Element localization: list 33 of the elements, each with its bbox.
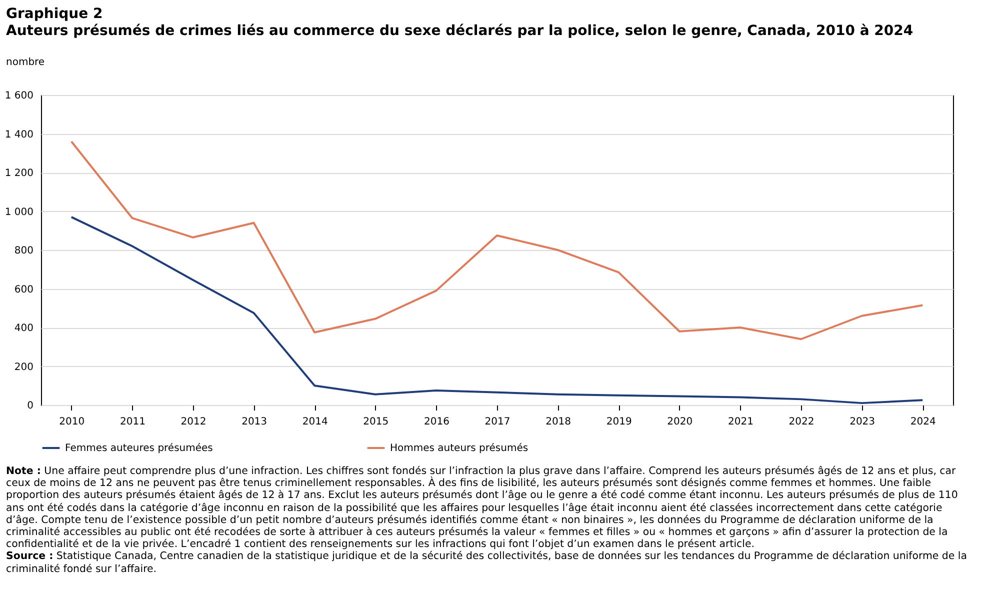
legend-label: Hommes auteurs présumés	[390, 443, 528, 454]
y-tick-label: 1 200	[4, 168, 34, 179]
x-tick-label: 2012	[180, 416, 206, 428]
y-tick-label: 1 400	[4, 129, 34, 140]
y-tick-label: 0	[27, 400, 34, 412]
y-tick-label: 1 000	[4, 206, 34, 218]
x-tick-label: 2014	[302, 416, 328, 428]
x-tick-label: 2019	[606, 416, 632, 428]
y-tick-label: 800	[14, 246, 34, 256]
x-tick-label: 2023	[850, 416, 876, 428]
text: Note : Une affaire peut comprendre plus d’une infraction. Les chiffres sont fondés sur l’infraction la plus grave dans l’affaire. Comprend les auteurs présumés âgés de 12 ans et plus, car ceux de moins de 12 ans ne peuvent pas être tenus criminellement responsables. À des fins de lisibilité, les auteurs présumés sont désignés comme femmes et hommes. Une faible proportion des auteurs présumés étaient âgés de 12 à 17 ans. Exclut les auteurs présumés dont l’âge ou le genre a été codé comme étant inconnu. Les auteurs présumés de plus de 110 ans ont été codés dans la catégorie d’âge inconnu en raison de la possibilité que les affaires pour lesquelles l’âge était inconnu aient été classées incorrectement dans cette catégorie d’âge. Compte tenu de l’existence possible d’un petit nombre d’auteurs présumés identifiés comme étant « non binaires », les données du Programme de déclaration uniforme de la criminalité accessibles au public ont été recodées de sorte à attribuer à ces auteurs présumés la valeur « femmes et filles » ou « hommes et garçons » afin d’assurer la protection de la confidentialité et de la vie privée. L’encadré 1 contient des renseignements sur les infractions qui font l’objet d’un examen dans le présent article.	[6, 466, 959, 550]
y-tick-label: 1 600	[4, 90, 34, 102]
line-series	[70, 140, 924, 340]
x-tick-label: 2020	[667, 416, 693, 428]
line-series	[70, 216, 924, 404]
x-tick-label: 2017	[484, 416, 510, 428]
x-tick-label: 2024	[910, 416, 936, 428]
y-tick-label: 600	[14, 284, 34, 296]
x-tick-label: 2013	[242, 416, 268, 428]
x-tick-label: 2015	[363, 416, 389, 428]
x-tick-label: 2021	[728, 416, 754, 428]
y-tick-label: 400	[14, 323, 34, 334]
legend-label: Femmes auteures présumées	[65, 443, 213, 454]
chart-subtitle: Auteurs présumés de crimes liés au commerce du sexe déclarés par la police, selon le genre, Canada, 2010 à 2024	[6, 23, 914, 40]
source-note: Source : Statistique Canada, Centre canadien de la statistique juridique et de la sécurité des collectivités, base de données sur les tendances du Programme de déclaration uniforme de la criminalité fondé sur l’affaire.	[6, 551, 968, 576]
x-tick-label: 2011	[120, 416, 146, 428]
x-tick-label: 2022	[788, 416, 814, 428]
y-tick-label: 200	[14, 362, 34, 373]
x-tick-label: 2018	[546, 416, 572, 428]
chart-title: Graphique 2	[6, 6, 104, 23]
y-axis-title: nombre	[6, 57, 45, 68]
x-tick-label: 2010	[59, 416, 85, 428]
x-tick-label: 2016	[424, 416, 450, 428]
